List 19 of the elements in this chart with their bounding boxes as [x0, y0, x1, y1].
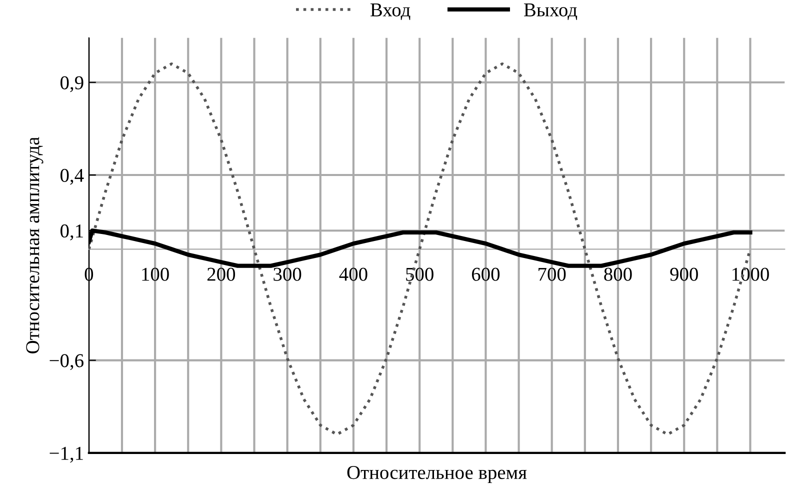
x-axis-title: Относительное время [347, 466, 527, 484]
x-tick-label: 400 [339, 268, 368, 281]
x-tick-label: 500 [406, 268, 434, 281]
x-tick-label: 600 [472, 268, 500, 281]
x-tick-label: 100 [142, 268, 169, 281]
x-tick-label: 200 [207, 268, 236, 281]
y-axis-title: Относительная амплитуда [26, 136, 44, 354]
legend-label: Выход [524, 4, 578, 20]
x-tick-label: 1000 [732, 268, 769, 281]
x-tick-label: 900 [670, 268, 698, 281]
y-tick-label: 0,4 [60, 168, 84, 185]
x-tick-label: 700 [538, 268, 566, 281]
x-tick-label: 300 [274, 268, 302, 281]
y-tick-label: 0,1 [60, 224, 83, 240]
y-tick-label: −0,6 [50, 354, 84, 370]
x-tick-label: 800 [604, 268, 632, 281]
legend-label: Вход [370, 4, 410, 20]
y-tick-label: 0,9 [60, 76, 84, 92]
y-tick-label: −1,1 [50, 446, 83, 463]
